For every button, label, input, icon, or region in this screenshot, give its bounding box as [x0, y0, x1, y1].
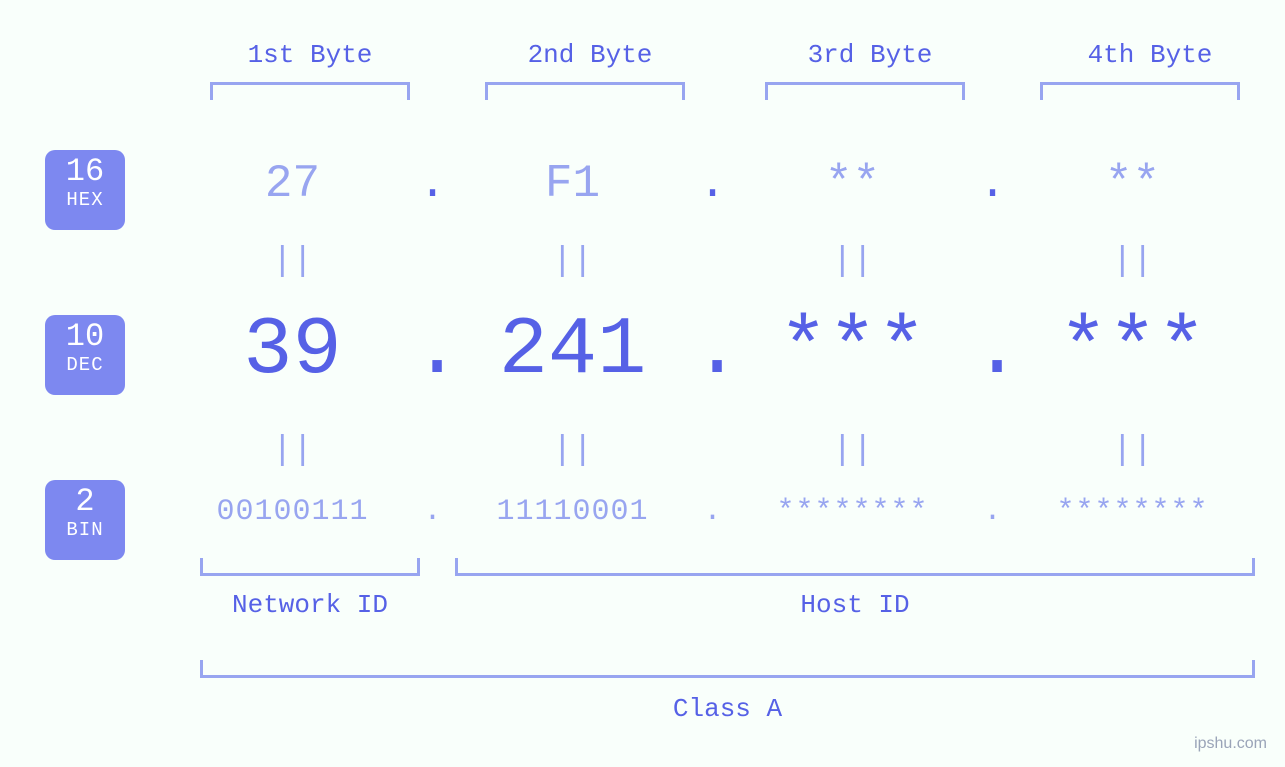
hex-badge: 16 HEX	[45, 150, 125, 230]
dec-badge: 10 DEC	[45, 315, 125, 395]
dec-b3: ***	[733, 304, 973, 397]
hex-b3: **	[733, 158, 973, 210]
dec-dot-2: .	[693, 304, 733, 397]
eq-1-4: ||	[1013, 243, 1253, 281]
eq-1-2: ||	[453, 243, 693, 281]
top-bracket-3	[765, 82, 965, 100]
top-bracket-1	[210, 82, 410, 100]
byte-label-4: 4th Byte	[1030, 40, 1270, 70]
byte-label-3: 3rd Byte	[750, 40, 990, 70]
dec-b4: ***	[1013, 304, 1253, 397]
byte-label-2: 2nd Byte	[470, 40, 710, 70]
dec-badge-label: DEC	[45, 353, 125, 378]
bin-badge-label: BIN	[45, 518, 125, 543]
bin-b2: 11110001	[453, 495, 693, 529]
eq-2-1: ||	[173, 432, 413, 470]
eq-2-4: ||	[1013, 432, 1253, 470]
watermark: ipshu.com	[1194, 735, 1267, 753]
dec-dot-1: .	[413, 304, 453, 397]
bin-dot-2: .	[693, 495, 733, 529]
hex-b4: **	[1013, 158, 1253, 210]
class-bracket	[200, 660, 1255, 678]
network-id-label: Network ID	[200, 590, 420, 620]
eq-row-1: || . || . || . ||	[170, 243, 1255, 281]
hex-b2: F1	[453, 158, 693, 210]
bin-b3: ********	[733, 495, 973, 529]
bin-badge-num: 2	[45, 486, 125, 518]
hex-row: 27 . F1 . ** . **	[170, 158, 1255, 210]
dec-dot-3: .	[973, 304, 1013, 397]
network-bracket	[200, 558, 420, 576]
eq-row-2: || . || . || . ||	[170, 432, 1255, 470]
dec-b1: 39	[173, 304, 413, 397]
hex-b1: 27	[173, 158, 413, 210]
hex-dot-1: .	[413, 158, 453, 210]
dec-b2: 241	[453, 304, 693, 397]
top-bracket-2	[485, 82, 685, 100]
bin-badge: 2 BIN	[45, 480, 125, 560]
eq-1-1: ||	[173, 243, 413, 281]
byte-label-1: 1st Byte	[190, 40, 430, 70]
host-bracket	[455, 558, 1255, 576]
eq-2-3: ||	[733, 432, 973, 470]
hex-badge-label: HEX	[45, 188, 125, 213]
eq-1-3: ||	[733, 243, 973, 281]
dec-row: 39 . 241 . *** . ***	[170, 304, 1255, 397]
bin-row: 00100111 . 11110001 . ******** . *******…	[170, 495, 1255, 529]
bin-b1: 00100111	[173, 495, 413, 529]
host-id-label: Host ID	[455, 590, 1255, 620]
eq-2-2: ||	[453, 432, 693, 470]
bin-b4: ********	[1013, 495, 1253, 529]
hex-dot-3: .	[973, 158, 1013, 210]
top-bracket-4	[1040, 82, 1240, 100]
hex-badge-num: 16	[45, 156, 125, 188]
class-label: Class A	[200, 694, 1255, 724]
bin-dot-1: .	[413, 495, 453, 529]
dec-badge-num: 10	[45, 321, 125, 353]
hex-dot-2: .	[693, 158, 733, 210]
bin-dot-3: .	[973, 495, 1013, 529]
